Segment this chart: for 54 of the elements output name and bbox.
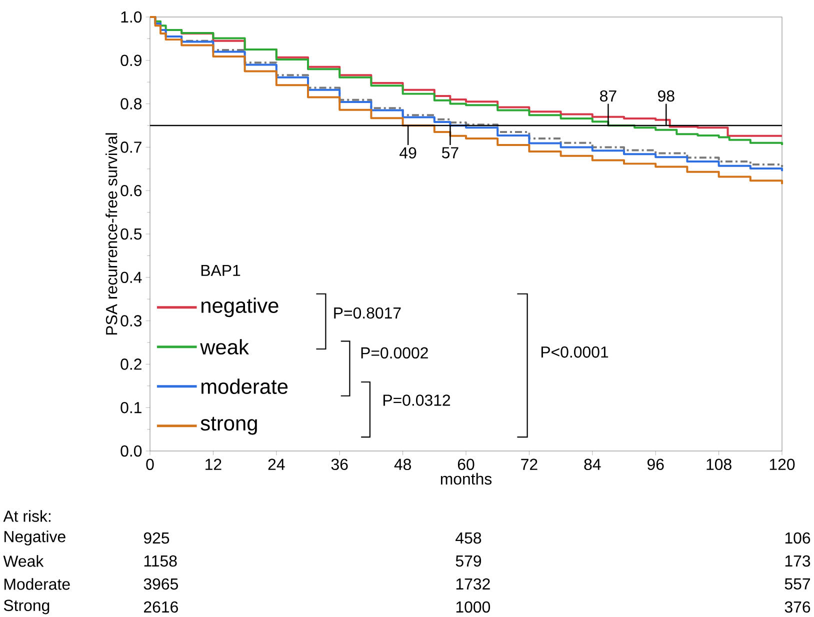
annotation: P=0.0312: [383, 394, 450, 406]
y-tick-label: 0.0: [120, 445, 142, 457]
legend-label: moderate: [202, 378, 288, 394]
x-tick-label: 36: [331, 458, 348, 470]
x-axis-title: months: [440, 472, 492, 485]
x-tick-label: 84: [584, 458, 601, 470]
legend-title: BAP1: [201, 264, 240, 276]
y-tick-label: 0.1: [120, 402, 142, 414]
text: 1000: [456, 601, 490, 613]
legend-label: negative: [202, 298, 278, 318]
y-tick-label: 0.5: [120, 228, 142, 240]
annotation: 49: [400, 147, 416, 159]
annotation: 57: [442, 147, 458, 158]
text: 925: [144, 532, 170, 544]
x-tick-label: 120: [770, 458, 795, 470]
annotation: 98: [658, 90, 674, 102]
text: Moderate: [4, 578, 70, 590]
x-tick-label: 12: [206, 458, 222, 470]
text: 557: [784, 578, 810, 590]
y-tick-label: 1.0: [121, 11, 142, 23]
x-tick-label: 24: [268, 458, 285, 470]
text: 376: [784, 601, 810, 613]
text: 458: [456, 532, 482, 544]
y-tick-label: 0.8: [120, 98, 142, 110]
x-tick-label: 60: [458, 458, 474, 470]
annotation: P<0.0001: [541, 346, 608, 358]
text: 106: [785, 532, 810, 544]
y-tick-label: 0.2: [120, 358, 142, 370]
text: Weak: [3, 555, 44, 567]
y-tick-label: 0.6: [120, 184, 142, 196]
text: 579: [456, 555, 482, 567]
annotation: P=0.0002: [361, 347, 428, 359]
x-tick-label: 108: [706, 458, 732, 470]
x-tick-label: 48: [394, 458, 411, 470]
legend-label: weak: [200, 339, 249, 355]
y-axis-title: PSA recurrence-free survival: [106, 133, 118, 335]
y-tick-label: 0.9: [120, 54, 142, 66]
text: Negative: [4, 530, 66, 546]
y-tick-label: 0.3: [120, 315, 142, 326]
x-tick-label: 72: [521, 458, 538, 470]
x-tick-label: 0: [146, 458, 154, 470]
legend-label: strong: [200, 416, 257, 435]
annotation: 87: [600, 90, 616, 102]
y-tick-label: 0.4: [120, 272, 142, 284]
text: 173: [785, 555, 810, 567]
y-tick-label: 0.7: [120, 142, 142, 153]
x-tick-label: 96: [647, 458, 664, 470]
text: 1158: [144, 555, 177, 567]
text: Strong: [4, 600, 50, 614]
text: 2616: [144, 601, 178, 613]
text: 1732: [456, 578, 490, 590]
text: At risk:: [3, 510, 50, 522]
annotation: P=0.8017: [334, 307, 401, 319]
text: 3965: [144, 578, 178, 590]
